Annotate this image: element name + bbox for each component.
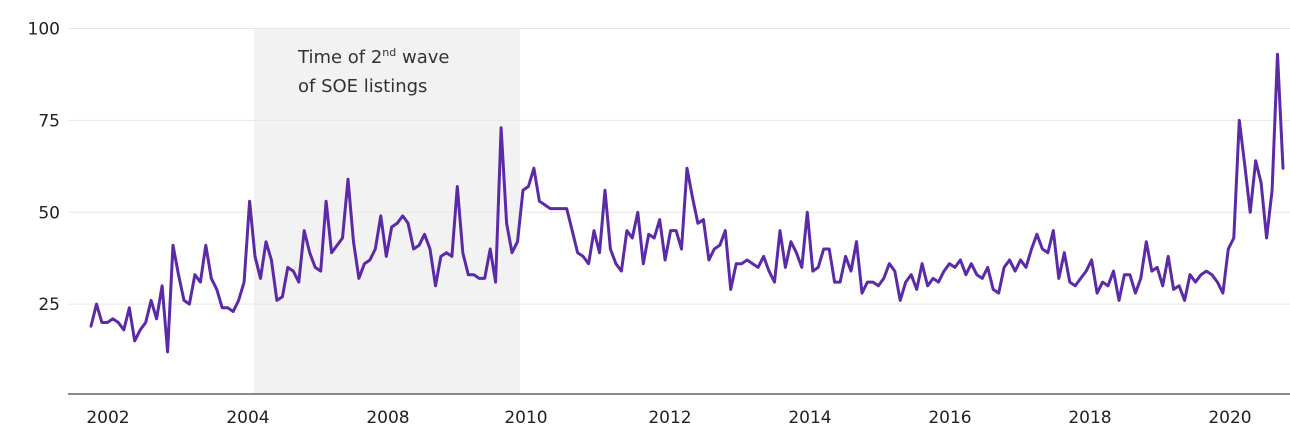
y-tick-label: 50 [38,203,60,223]
x-tick-label: 2014 [788,408,831,428]
x-tick-label: 2016 [928,408,971,428]
series-line [89,52,1285,354]
x-tick-label: 2018 [1068,408,1111,428]
y-axis-tick-labels: 100 75 50 25 [28,20,60,316]
shaded-region [254,28,520,394]
x-axis-tick-labels: 2002 2004 2008 2010 2012 2014 2016 2018 2020 [86,408,1251,428]
y-tick-label: 75 [38,111,60,131]
x-tick-label: 2008 [366,408,409,428]
x-tick-label: 2004 [226,408,269,428]
gridlines [68,28,1290,305]
x-tick-label: 2020 [1208,408,1251,428]
shaded-region-label-line1: Time of 2nd wave [297,46,449,68]
x-tick-label: 2012 [648,408,691,428]
shaded-region-label-line2: of SOE listings [298,76,427,97]
x-tick-label: 2010 [504,408,547,428]
x-tick-label: 2002 [86,408,129,428]
y-tick-label: 100 [28,20,60,40]
y-tick-label: 25 [38,295,60,315]
